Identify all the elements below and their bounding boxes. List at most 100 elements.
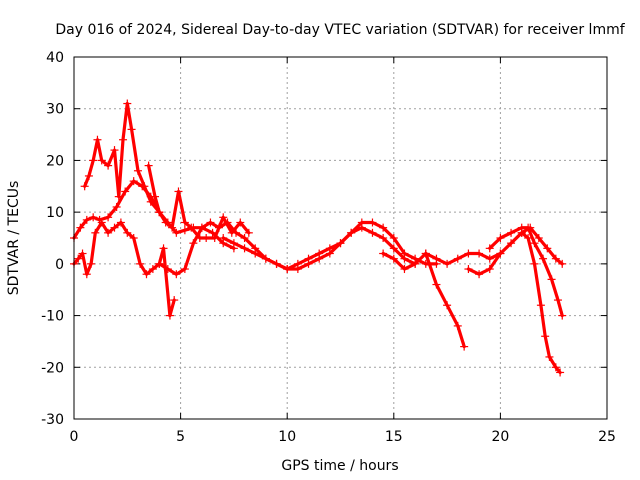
data-point — [485, 265, 494, 274]
data-point — [536, 301, 545, 310]
data-point — [453, 321, 462, 330]
data-point — [180, 265, 189, 274]
data-point — [163, 265, 172, 274]
series-line — [381, 251, 502, 271]
data-point — [104, 161, 113, 170]
y-tick-label: -30 — [41, 412, 64, 428]
data-point — [129, 234, 138, 242]
y-tick-label: 10 — [46, 205, 64, 221]
data-point — [189, 239, 198, 248]
series-sat-f — [219, 218, 441, 274]
data-point — [551, 363, 560, 372]
series-line — [72, 220, 176, 318]
x-tick-label: 25 — [598, 429, 616, 445]
data-point — [507, 228, 516, 237]
data-point — [82, 215, 91, 224]
data-point — [553, 296, 562, 305]
data-point — [229, 239, 238, 248]
data-point — [197, 223, 206, 232]
data-series — [70, 99, 567, 377]
data-point — [155, 208, 164, 217]
x-tick-label: 20 — [491, 429, 509, 445]
data-point — [110, 146, 119, 155]
series-sat-c — [70, 218, 179, 320]
data-point — [80, 182, 89, 191]
data-point — [159, 244, 168, 253]
data-point — [453, 254, 462, 263]
data-point — [524, 223, 533, 232]
data-point — [464, 249, 473, 258]
data-point — [556, 368, 565, 377]
data-point — [112, 202, 121, 211]
data-point — [170, 296, 179, 305]
data-point — [283, 265, 292, 274]
data-point — [172, 228, 181, 237]
data-point — [558, 311, 567, 320]
data-point — [144, 161, 153, 170]
data-point — [539, 254, 548, 263]
data-point — [432, 254, 441, 263]
data-point — [543, 244, 552, 253]
y-tick-label: -10 — [41, 309, 64, 325]
data-point — [325, 249, 334, 258]
data-point — [379, 249, 388, 258]
data-point — [240, 234, 249, 242]
data-point — [443, 301, 452, 310]
data-point — [400, 249, 409, 258]
data-point — [119, 135, 128, 144]
data-point — [168, 223, 177, 232]
data-point — [97, 218, 106, 227]
data-point — [530, 259, 539, 268]
data-point — [146, 197, 155, 206]
data-point — [411, 259, 420, 268]
data-point — [336, 239, 345, 248]
data-point — [223, 218, 232, 227]
data-point — [116, 218, 125, 227]
data-point — [547, 275, 556, 284]
data-point — [475, 270, 484, 279]
data-point — [202, 234, 211, 242]
data-point — [89, 213, 98, 222]
data-point — [74, 254, 83, 263]
series-line — [520, 231, 562, 375]
series-sat-g — [379, 249, 505, 274]
data-point — [244, 228, 253, 237]
series-sat-h — [421, 249, 469, 351]
data-point — [104, 228, 113, 237]
series-sat-d — [144, 161, 253, 242]
data-point — [187, 223, 196, 232]
data-point — [389, 244, 398, 253]
data-point — [129, 177, 138, 186]
data-point — [421, 249, 430, 258]
data-point — [206, 218, 215, 227]
data-point — [142, 270, 151, 279]
data-point — [136, 259, 145, 268]
data-point — [180, 218, 189, 227]
data-point — [389, 254, 398, 263]
y-tick-label: 20 — [46, 153, 64, 169]
data-point — [524, 234, 533, 242]
data-point — [368, 228, 377, 237]
data-point — [485, 254, 494, 263]
data-point — [110, 223, 119, 232]
data-point — [219, 213, 228, 222]
data-point — [545, 352, 554, 361]
data-point — [432, 280, 441, 289]
data-point — [251, 249, 260, 258]
data-point — [517, 228, 526, 237]
data-point — [475, 249, 484, 258]
data-point — [165, 311, 174, 320]
x-tick-label: 15 — [385, 429, 403, 445]
data-point — [174, 187, 183, 196]
data-point — [161, 218, 170, 227]
data-point — [123, 228, 132, 237]
series-line — [424, 251, 466, 349]
data-point — [534, 234, 543, 242]
data-point — [464, 265, 473, 274]
data-point — [240, 244, 249, 253]
data-point — [368, 218, 377, 227]
data-point — [357, 218, 366, 227]
data-point — [293, 265, 302, 274]
series-sat-j — [485, 223, 567, 320]
